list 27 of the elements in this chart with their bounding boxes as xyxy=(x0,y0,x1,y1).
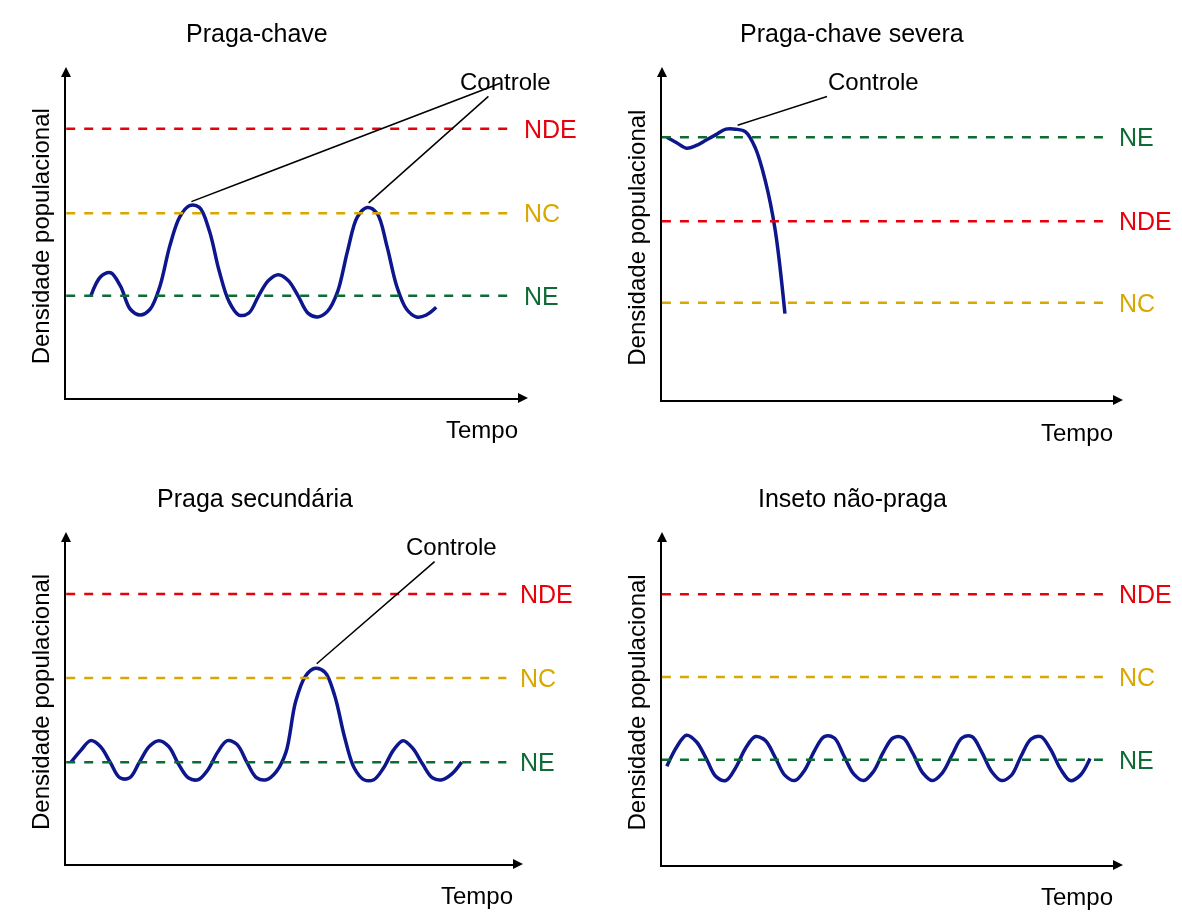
y-axis-title: Densidade populacional xyxy=(622,574,650,831)
y-axis-title: Densidade populacional xyxy=(622,109,650,366)
ref-line-label: NDE xyxy=(1119,580,1172,608)
ref-line-label: NC xyxy=(1119,663,1156,691)
x-axis-title: Tempo xyxy=(441,882,514,909)
ref-line-label: NE xyxy=(524,282,559,310)
chart-title: Praga-chave xyxy=(186,19,328,47)
chart-title: Praga secundária xyxy=(157,484,354,512)
ref-line-label: NC xyxy=(520,664,557,692)
y-axis-title: Densidade populacional xyxy=(26,573,54,831)
ref-line-label: NDE xyxy=(524,115,577,143)
x-axis-title: Tempo xyxy=(1041,419,1114,446)
y-axis-title: Densidade populacional xyxy=(26,108,54,365)
ref-line-label: NDE xyxy=(1119,207,1172,235)
chart-title: Inseto não-praga xyxy=(758,484,948,512)
ref-line-label: NC xyxy=(1119,289,1156,317)
ref-line-label: NC xyxy=(524,199,561,227)
chart-title: Praga-chave severa xyxy=(740,19,964,47)
ref-line-label: NE xyxy=(1119,123,1154,151)
text: Controle xyxy=(406,533,497,560)
text: Controle xyxy=(828,68,919,95)
ref-line-label: NDE xyxy=(520,580,573,608)
ref-line-label: NE xyxy=(1119,746,1154,774)
ref-line-label: NE xyxy=(520,748,555,776)
text: Controle xyxy=(460,68,551,95)
x-axis-title: Tempo xyxy=(1041,883,1114,910)
x-axis-title: Tempo xyxy=(446,416,519,443)
